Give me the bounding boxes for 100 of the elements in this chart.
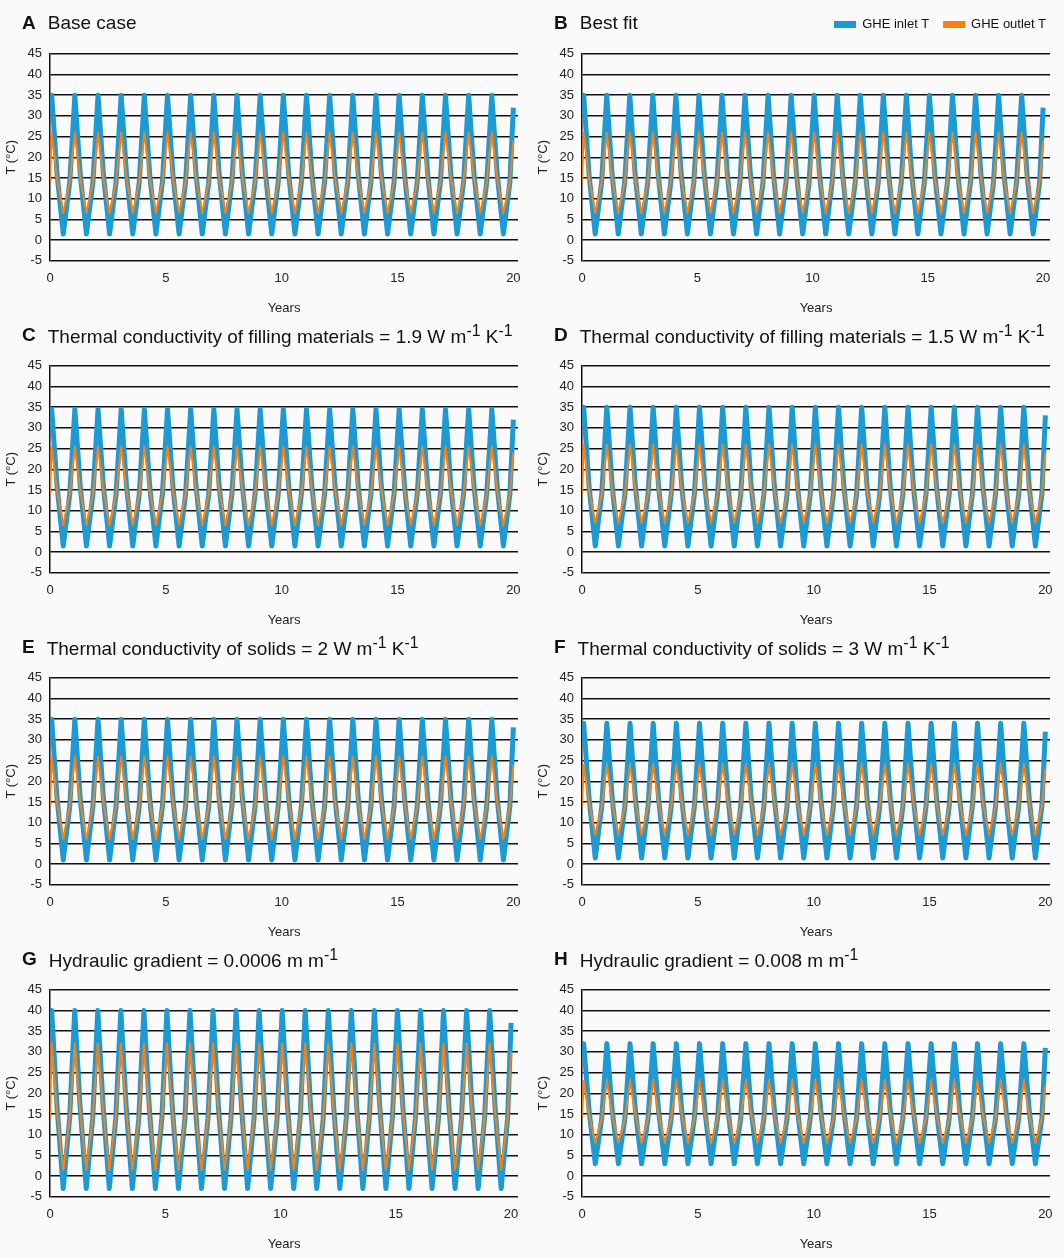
y-tick-label: -5: [30, 876, 43, 892]
x-tick-label: 15: [390, 270, 405, 286]
x-tick-label: 15: [922, 894, 937, 910]
x-tick-label: 0: [578, 270, 586, 286]
y-axis-title: T (°C): [3, 1076, 19, 1111]
x-axis-title: Years: [799, 923, 833, 939]
y-axis-title: T (°C): [535, 1076, 551, 1111]
y-tick-label: 45: [559, 45, 575, 61]
y-tick-label: 25: [27, 128, 43, 144]
y-tick-label: 45: [27, 45, 43, 61]
y-axis-title: T (°C): [3, 452, 19, 487]
y-tick-label: 20: [27, 772, 43, 788]
y-tick-label: 35: [559, 1022, 575, 1038]
text: G: [22, 948, 37, 970]
x-tick-label: 10: [274, 582, 289, 598]
y-tick-label: 30: [27, 1043, 43, 1059]
y-tick-label: 5: [34, 210, 43, 226]
x-tick-label: 20: [506, 582, 521, 598]
x-tick-label: 20: [1035, 270, 1051, 286]
x-axis-title: Years: [267, 611, 301, 627]
y-tick-label: 15: [559, 481, 575, 497]
x-tick-label: 0: [46, 894, 54, 910]
x-tick-label: 5: [162, 270, 170, 286]
x-tick-label: 0: [578, 582, 586, 598]
y-tick-label: 40: [559, 1002, 575, 1018]
y-tick-label: 5: [34, 834, 43, 850]
y-tick-label: 0: [566, 231, 575, 247]
x-tick-label: 10: [273, 1206, 288, 1222]
y-axis-title: T (°C): [3, 140, 19, 175]
y-tick-label: 30: [559, 1043, 575, 1059]
x-tick-label: 20: [506, 270, 521, 286]
text: D: [554, 324, 568, 346]
y-tick-label: 5: [34, 522, 43, 538]
y-tick-label: 35: [559, 710, 575, 726]
y-tick-label: 20: [559, 460, 575, 476]
y-tick-label: 30: [559, 419, 575, 435]
y-tick-label: 15: [27, 481, 43, 497]
x-tick-label: 10: [806, 894, 821, 910]
x-axis-title: Years: [799, 299, 833, 315]
y-tick-label: 20: [27, 460, 43, 476]
x-tick-label: 15: [920, 270, 936, 286]
y-tick-label: 20: [27, 1084, 43, 1100]
x-tick-label: 20: [1038, 1206, 1053, 1222]
y-tick-label: 40: [559, 690, 575, 706]
y-tick-label: 20: [559, 148, 575, 164]
y-tick-label: 35: [559, 86, 575, 102]
y-tick-label: 35: [559, 398, 575, 414]
y-tick-label: 35: [27, 710, 43, 726]
legend-label: GHE outlet T: [971, 15, 1046, 31]
y-tick-label: 0: [34, 855, 43, 871]
chart-title: Thermal conductivity of solids = 3 W m$^{-1}$ K$^{-1}$: [577, 633, 950, 661]
x-tick-label: 5: [694, 894, 702, 910]
x-tick-label: 0: [46, 582, 54, 598]
x-tick-label: 0: [46, 1206, 54, 1222]
x-tick-label: 5: [162, 582, 170, 598]
y-tick-label: 30: [559, 731, 575, 747]
x-tick-label: 5: [161, 1206, 169, 1222]
text: B: [554, 12, 568, 34]
x-tick-label: 20: [506, 894, 521, 910]
x-axis-title: Years: [267, 1235, 301, 1251]
y-tick-label: 15: [27, 1105, 43, 1121]
y-tick-label: -5: [562, 252, 575, 268]
x-axis-title: Years: [799, 1235, 833, 1251]
y-axis-title: T (°C): [535, 140, 551, 175]
x-tick-label: 15: [922, 582, 937, 598]
x-axis-title: Years: [267, 299, 301, 315]
x-tick-label: 0: [578, 1206, 586, 1222]
y-tick-label: 30: [27, 731, 43, 747]
chart-title: Thermal conductivity of solids = 2 W m$^{-1}$ K$^{-1}$: [46, 633, 419, 661]
y-tick-label: 40: [559, 378, 575, 394]
y-tick-label: 35: [27, 1022, 43, 1038]
legend-label: GHE inlet T: [862, 15, 930, 31]
y-tick-label: 5: [566, 522, 575, 538]
y-tick-label: 10: [27, 1126, 43, 1142]
y-tick-label: 15: [27, 169, 43, 185]
y-axis-title: T (°C): [535, 764, 551, 799]
y-tick-label: 10: [27, 190, 43, 206]
text: E: [22, 636, 35, 658]
x-tick-label: 20: [1038, 894, 1053, 910]
x-axis-title: Years: [799, 611, 833, 627]
y-tick-label: 30: [27, 419, 43, 435]
chart-title: Base case: [47, 12, 137, 34]
y-tick-label: -5: [562, 1188, 575, 1204]
y-tick-label: 5: [34, 1146, 43, 1162]
y-tick-label: 20: [27, 148, 43, 164]
x-tick-label: 5: [694, 582, 702, 598]
y-tick-label: 0: [566, 543, 575, 559]
y-tick-label: 0: [34, 1167, 43, 1183]
chart-title: Thermal conductivity of filling materials = 1.9 W m$^{-1}$ K$^{-1}$: [47, 321, 513, 349]
y-tick-label: 25: [559, 440, 575, 456]
y-tick-label: 0: [34, 231, 43, 247]
y-tick-label: 5: [566, 834, 575, 850]
y-tick-label: 35: [27, 86, 43, 102]
x-tick-label: 10: [274, 894, 289, 910]
x-tick-label: 5: [693, 270, 701, 286]
y-tick-label: 25: [27, 440, 43, 456]
y-tick-label: 45: [27, 981, 43, 997]
y-axis-title: T (°C): [535, 452, 551, 487]
y-tick-label: 25: [27, 1064, 43, 1080]
y-tick-label: 15: [27, 793, 43, 809]
